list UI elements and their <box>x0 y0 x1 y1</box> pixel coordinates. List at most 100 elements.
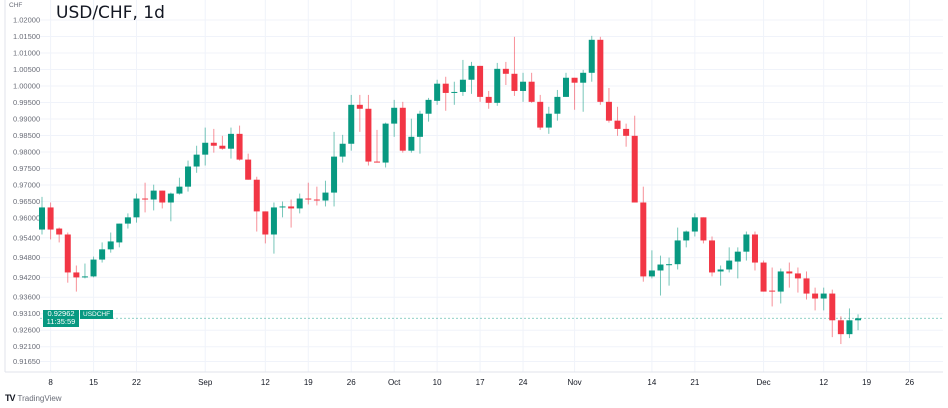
candle-body <box>743 234 750 252</box>
candle-body <box>331 156 338 193</box>
candle-body <box>288 206 295 209</box>
candle-down <box>142 182 149 213</box>
candle-up <box>322 180 329 207</box>
chart-title: USD/CHF, 1d <box>56 3 165 23</box>
candle-up <box>683 230 690 248</box>
candle-body <box>73 272 80 278</box>
candle-body <box>485 96 492 103</box>
candle-up <box>459 59 466 96</box>
candle-body <box>545 113 552 128</box>
candle-body <box>726 260 733 270</box>
candle-body <box>167 193 174 203</box>
candle-body <box>356 104 363 109</box>
candle-up <box>562 72 569 97</box>
candle-body <box>605 101 612 121</box>
candle-body <box>734 251 741 262</box>
candle-up <box>339 134 346 163</box>
candle-body <box>56 228 63 235</box>
candle-down <box>374 129 381 163</box>
candle-body <box>107 241 114 250</box>
x-tick-label: Dec <box>756 378 770 387</box>
symbol-label: USDCHF <box>80 310 114 319</box>
bar-countdown: 11:35:59 <box>46 317 76 326</box>
x-tick-label: 21 <box>690 378 699 387</box>
candle-body <box>648 270 655 277</box>
x-tick-label: 26 <box>347 378 356 387</box>
y-tick-label: 0.97500 <box>13 164 40 173</box>
candle-up <box>648 250 655 279</box>
grid-lines <box>40 0 943 372</box>
y-tick-label: 1.00500 <box>13 65 40 74</box>
candle-body <box>683 231 690 241</box>
candle-body <box>124 217 131 224</box>
candle-down <box>159 190 166 209</box>
candle-body <box>494 68 501 103</box>
candle-body <box>253 179 260 212</box>
candle-body <box>133 198 140 218</box>
time-axis[interactable]: 8 15 22 Sep 12 19 26 Oct 10 17 24 Nov 14 21 Dec 12 19 26 <box>48 378 914 387</box>
candle-up <box>520 72 527 102</box>
candle-down <box>356 94 363 132</box>
candle-down <box>56 227 63 243</box>
candle-body <box>64 234 71 273</box>
candle-body <box>365 108 372 162</box>
candle-body <box>142 198 149 200</box>
candle-body <box>245 159 252 180</box>
candle-down <box>528 72 535 103</box>
candle-up <box>666 257 673 286</box>
candle-down <box>769 267 776 307</box>
candle-down <box>64 232 71 283</box>
price-axis[interactable]: 1.02000 1.01500 1.01000 1.00500 1.00000 0.995… <box>13 16 40 367</box>
candle-body <box>657 264 664 271</box>
candle-down <box>262 211 269 244</box>
candle-up <box>580 69 587 112</box>
candle-down <box>794 267 801 293</box>
y-tick-label: 1.02000 <box>13 16 40 25</box>
candle-up <box>348 94 355 151</box>
candle-body <box>717 269 724 272</box>
candle-body <box>640 202 647 277</box>
last-price-tag: 0.92962 11:35:59 <box>43 310 79 327</box>
candle-up <box>846 308 853 339</box>
candle-body <box>760 262 767 292</box>
candle-down <box>313 186 320 206</box>
candle-body <box>751 234 758 263</box>
x-tick-label: 12 <box>261 378 270 387</box>
candle-up <box>674 227 681 270</box>
candle-body <box>700 217 707 241</box>
candle-body <box>236 133 243 160</box>
tradingview-logo[interactable]: TV TradingView <box>5 393 62 403</box>
candle-body <box>39 207 45 230</box>
candle-body <box>176 186 183 194</box>
candle-body <box>502 68 509 74</box>
candle-down <box>597 36 604 105</box>
candle-down <box>442 76 449 111</box>
x-tick-label: 17 <box>476 378 485 387</box>
y-tick-label: 0.96500 <box>13 197 40 206</box>
candle-up <box>99 242 106 263</box>
y-tick-label: 0.92600 <box>13 326 40 335</box>
candle-body <box>554 96 561 114</box>
candle-up <box>855 314 862 331</box>
candle-body <box>846 320 853 335</box>
candle-body <box>571 77 578 83</box>
candle-up <box>81 263 88 279</box>
candle-body <box>296 198 303 209</box>
candle-body <box>348 104 355 144</box>
candle-up <box>468 61 475 94</box>
candle-down <box>812 287 819 311</box>
candle-body <box>777 271 784 292</box>
candle-down <box>245 153 252 180</box>
candle-up <box>185 160 192 192</box>
candle-body <box>580 72 587 83</box>
candle-up <box>494 62 501 106</box>
candle-body <box>477 65 484 97</box>
y-tick-label: 0.97000 <box>13 181 40 190</box>
candle-body <box>666 264 673 266</box>
candle-down <box>305 182 312 205</box>
candle-down <box>365 94 372 166</box>
candle-down <box>709 236 716 277</box>
candle-body <box>588 39 595 73</box>
candle-body <box>562 77 569 97</box>
